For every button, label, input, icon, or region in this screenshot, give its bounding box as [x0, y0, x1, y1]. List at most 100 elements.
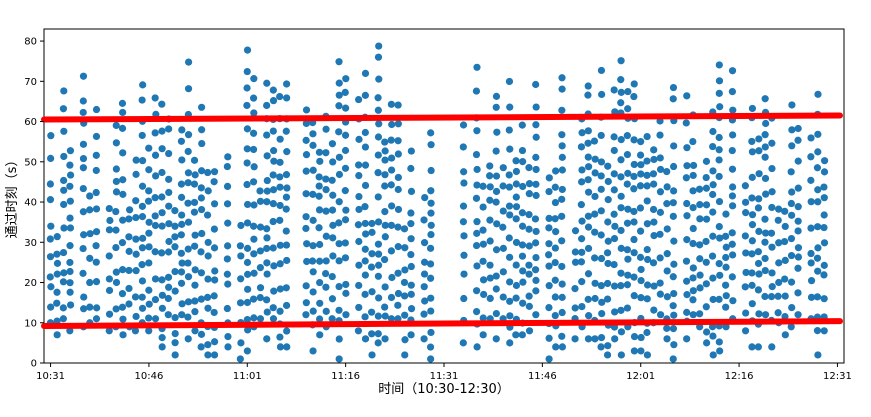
- data-point: [79, 164, 87, 172]
- data-point: [807, 249, 815, 258]
- data-point: [92, 151, 100, 159]
- data-point: [66, 224, 75, 232]
- data-point: [531, 215, 540, 223]
- data-point: [492, 335, 500, 343]
- data-point: [427, 166, 435, 175]
- data-point: [139, 234, 147, 242]
- data-point: [145, 166, 153, 174]
- data-point: [472, 150, 481, 159]
- data-point: [198, 229, 206, 238]
- data-point: [663, 324, 671, 332]
- data-point: [145, 144, 153, 152]
- data-point: [316, 240, 324, 249]
- data-point: [768, 269, 776, 277]
- data-point: [420, 310, 428, 318]
- data-point: [558, 332, 566, 340]
- data-point: [191, 242, 199, 250]
- data-point: [715, 295, 723, 303]
- data-point: [617, 136, 625, 144]
- data-point: [184, 169, 193, 177]
- data-point: [787, 234, 796, 243]
- data-point: [728, 67, 737, 75]
- data-point: [663, 225, 671, 233]
- data-point: [178, 211, 186, 219]
- data-point: [702, 215, 711, 223]
- data-point: [775, 259, 783, 267]
- data-point: [125, 233, 133, 241]
- data-point: [250, 163, 258, 171]
- data-point: [381, 207, 389, 216]
- data-point: [92, 188, 100, 197]
- data-point: [361, 290, 369, 298]
- data-point: [663, 183, 671, 191]
- data-point: [263, 259, 271, 267]
- data-point: [426, 244, 435, 252]
- data-point: [794, 203, 802, 211]
- data-point: [715, 338, 723, 346]
- data-point: [244, 285, 252, 293]
- y-axis-label: 通过时刻（s）: [5, 154, 20, 239]
- data-point: [341, 187, 349, 195]
- data-point: [86, 303, 94, 311]
- data-point: [316, 331, 324, 339]
- data-point: [472, 194, 481, 202]
- data-point: [767, 292, 776, 301]
- data-point: [335, 198, 343, 206]
- data-point: [322, 125, 330, 133]
- data-point: [387, 100, 396, 108]
- data-point: [198, 126, 206, 134]
- data-point: [368, 228, 376, 236]
- data-point: [387, 136, 395, 144]
- data-point: [394, 301, 402, 309]
- data-point: [407, 281, 415, 289]
- data-point: [709, 181, 717, 189]
- data-point: [249, 129, 258, 137]
- data-point: [787, 199, 795, 208]
- data-point: [112, 278, 121, 287]
- data-point: [532, 153, 540, 161]
- data-point: [152, 172, 160, 180]
- data-point: [525, 261, 533, 269]
- data-point: [689, 274, 697, 282]
- data-point: [663, 167, 671, 176]
- data-point: [637, 333, 645, 342]
- data-point: [184, 218, 193, 226]
- data-point: [302, 136, 310, 144]
- data-point: [309, 130, 317, 138]
- data-point: [558, 74, 566, 82]
- data-point: [728, 229, 736, 237]
- data-point: [59, 278, 68, 286]
- data-point: [374, 133, 383, 141]
- data-point: [316, 299, 324, 307]
- data-point: [401, 351, 409, 359]
- data-point: [374, 218, 383, 226]
- data-point: [623, 246, 631, 254]
- data-point: [92, 228, 101, 236]
- data-point: [302, 119, 310, 128]
- data-point: [696, 271, 704, 279]
- data-point: [643, 351, 652, 359]
- data-point: [80, 293, 88, 301]
- x-tick-label: 10:46: [135, 371, 164, 382]
- data-point: [394, 223, 402, 231]
- data-point: [190, 208, 199, 216]
- data-point: [762, 190, 770, 198]
- data-point: [472, 87, 481, 95]
- data-point: [210, 338, 219, 346]
- data-point: [611, 222, 619, 230]
- data-point: [59, 315, 67, 323]
- data-point: [47, 303, 55, 311]
- data-point: [145, 243, 153, 251]
- y-tick-label: 80: [24, 37, 37, 48]
- data-point: [525, 302, 533, 310]
- data-point: [683, 335, 691, 343]
- data-point: [243, 145, 251, 153]
- data-point: [328, 140, 337, 148]
- data-point: [164, 273, 173, 281]
- data-point: [761, 215, 769, 223]
- data-point: [492, 92, 501, 100]
- data-point: [269, 217, 277, 226]
- data-point: [263, 176, 271, 185]
- data-point: [355, 303, 363, 312]
- data-point: [269, 200, 277, 208]
